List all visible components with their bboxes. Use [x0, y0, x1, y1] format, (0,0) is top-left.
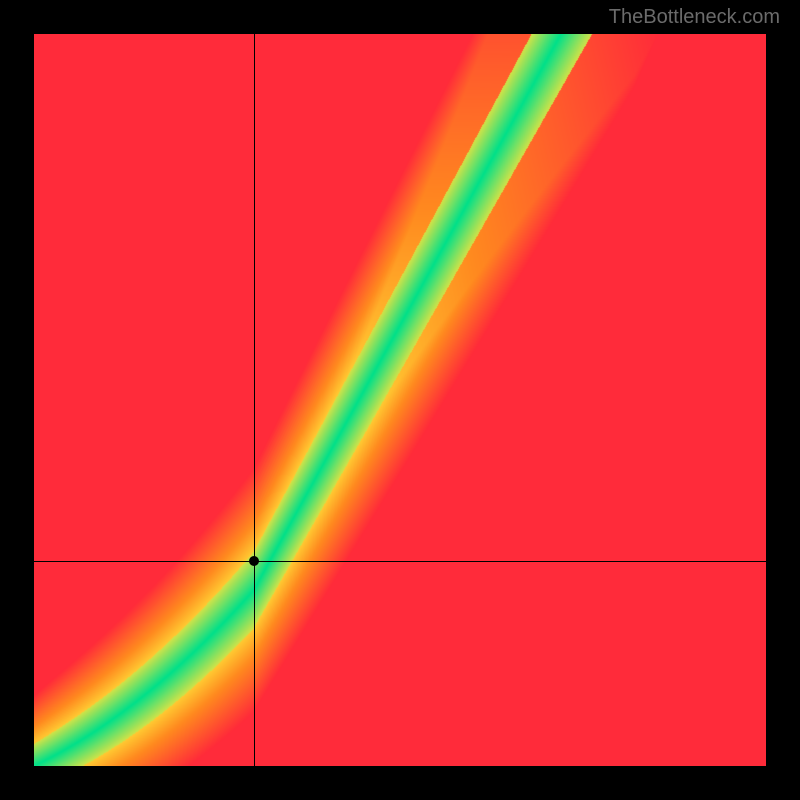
- crosshair-horizontal: [34, 561, 766, 562]
- operating-point-marker: [249, 556, 259, 566]
- bottleneck-heatmap: [34, 34, 766, 766]
- heatmap-canvas: [34, 34, 766, 766]
- watermark-text: TheBottleneck.com: [609, 6, 780, 29]
- crosshair-vertical: [254, 34, 255, 766]
